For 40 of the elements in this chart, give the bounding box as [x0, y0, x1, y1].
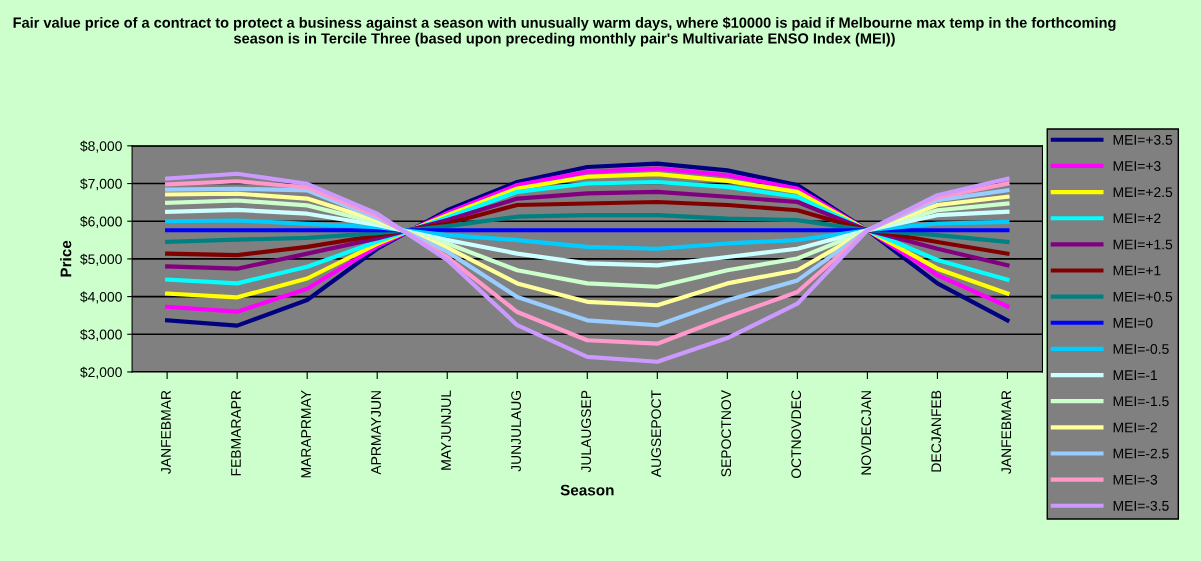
legend-label: MEI=+2.5	[1113, 187, 1173, 198]
x-tick-label: JANFEBMAR	[161, 390, 171, 474]
legend-label: MEI=+1	[1113, 265, 1161, 276]
x-tick-label: FEBMARAPR	[231, 390, 241, 476]
x-tick-label: MARAPRMAY	[301, 390, 311, 478]
line-series	[165, 213, 1010, 245]
y-tick-label: $4,000	[80, 291, 122, 304]
legend-label: MEI=-0.5	[1113, 344, 1169, 354]
y-tick-label: $6,000	[80, 215, 122, 229]
legend-label: MEI=+2	[1113, 213, 1161, 224]
y-axis-title: Price	[60, 240, 72, 277]
y-tick-label: $5,000	[80, 253, 122, 266]
legend-label: MEI=-2.5	[1113, 448, 1169, 459]
x-tick-label: OCTNOVDEC	[791, 390, 802, 479]
y-tick-label: $7,000	[80, 178, 122, 191]
y-tick-label: $8,000	[80, 140, 122, 153]
legend-label: MEI=-3	[1113, 474, 1158, 485]
x-tick-label: MAYJUNJUL	[441, 390, 451, 470]
legend-label: MEI=+3	[1113, 161, 1161, 171]
legend-label: MEI=+0.5	[1113, 291, 1173, 302]
legend-label: MEI=0	[1113, 317, 1153, 328]
x-tick-label: DECJANFEB	[931, 390, 942, 472]
legend-label: MEI=-2	[1113, 422, 1157, 433]
x-tick-label: AUGSEPOCT	[651, 390, 662, 478]
x-axis-title: Season	[560, 484, 614, 496]
line-series	[165, 218, 1010, 251]
legend-label: MEI=+3.5	[1113, 134, 1173, 145]
y-tick-label: $3,000	[80, 329, 122, 342]
chart-title: Fair value price of a contract to protect a business against a season with unusually warm days, where $10000 is paid if Melbourne max temp in the forthcoming season is in Tercile Three (based upon preceding monthly pair's Multivariate ENSO Index (MEI))	[13, 16, 1116, 47]
legend-label: MEI=-1.5	[1113, 396, 1169, 407]
x-tick-label: APRMAYJUN	[371, 391, 381, 475]
x-tick-label: JUNJULAUG	[511, 391, 521, 472]
x-tick-label: SEPOCTNOV	[721, 390, 732, 477]
x-tick-label: JANFEBMAR	[1001, 390, 1012, 474]
legend-label: MEI=-1	[1113, 370, 1158, 380]
x-tick-label: JULAUGSEP	[581, 390, 592, 473]
legend-label: MEI=+1.5	[1113, 239, 1173, 250]
x-tick-label: NOVDECJAN	[861, 391, 872, 475]
y-tick-label: $2,000	[80, 366, 122, 379]
legend-label: MEI=-3.5	[1113, 500, 1169, 511]
